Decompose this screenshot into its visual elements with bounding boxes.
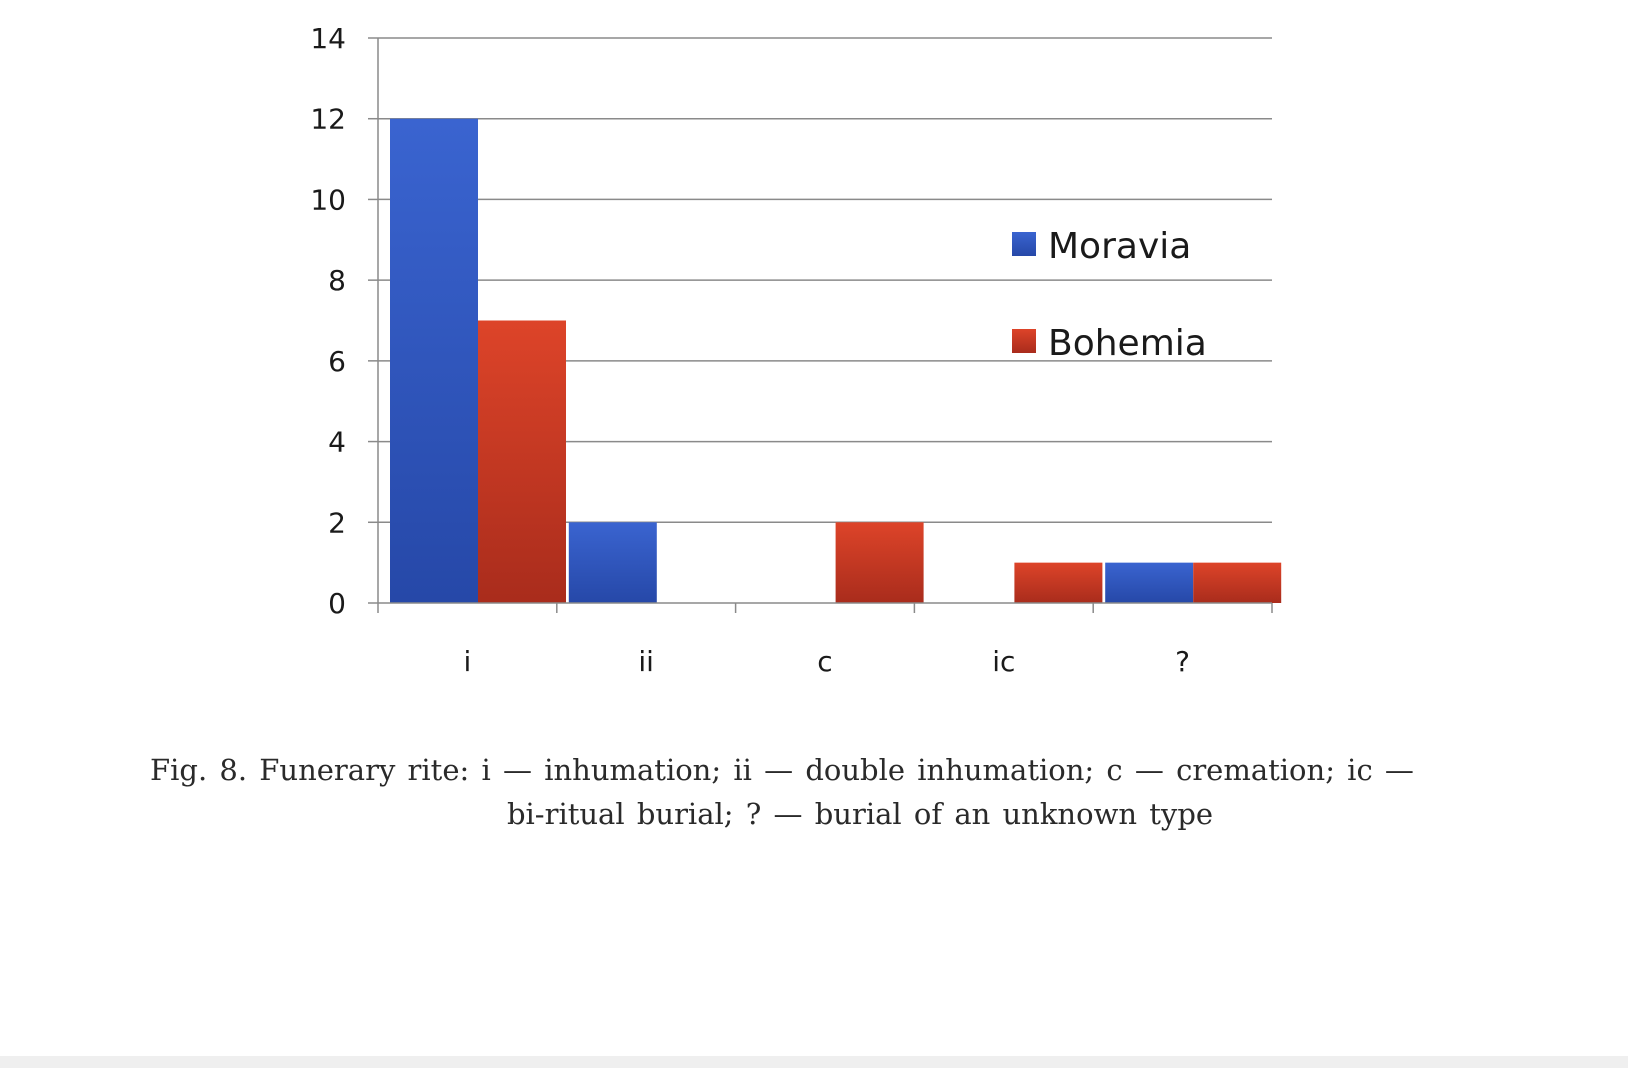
y-tick-label: 2 [328, 506, 346, 539]
y-tick-label: 10 [310, 183, 346, 216]
x-tick-label: ic [992, 645, 1015, 678]
y-tick-label: 12 [310, 103, 346, 136]
legend-label-moravia: Moravia [1048, 226, 1191, 267]
y-tick-label: 14 [310, 22, 346, 55]
figure-caption: Fig. 8. Funerary rite: i — inhumation; i… [150, 748, 1570, 836]
bar-bohemia-3 [1014, 562, 1103, 603]
x-tick-label: i [464, 645, 472, 678]
axes [377, 38, 1272, 604]
caption-line-2: bi-ritual burial; ? — burial of an unkno… [506, 797, 1214, 831]
bar-bohemia-4 [1193, 562, 1282, 603]
x-tick-label: ii [638, 645, 654, 678]
legend-swatch-bohemia [1012, 329, 1036, 353]
bar-moravia-1 [568, 522, 657, 603]
legend: Moravia Bohemia [1012, 226, 1207, 364]
bars [390, 118, 1282, 603]
x-tick-label: ? [1175, 645, 1190, 678]
bar-bohemia-0 [478, 320, 566, 603]
y-tick-label: 0 [328, 587, 346, 620]
legend-label-bohemia: Bohemia [1048, 323, 1207, 364]
x-axis-ticks: i ii c ic? [377, 603, 1273, 678]
y-tick-label: 8 [328, 264, 346, 297]
bar-moravia-0 [390, 118, 478, 603]
y-axis-ticks: 0 2 4 6 8 10 12 14 [310, 22, 378, 620]
bar-bohemia-2 [835, 522, 924, 603]
x-tick-label: c [817, 645, 832, 678]
caption-line-1: Fig. 8. Funerary rite: i — inhumation; i… [150, 753, 1414, 787]
page-bottom-edge [0, 1056, 1628, 1068]
y-tick-label: 6 [328, 345, 346, 378]
bar-moravia-4 [1105, 562, 1194, 603]
y-tick-label: 4 [328, 426, 346, 459]
legend-swatch-moravia [1012, 232, 1036, 256]
